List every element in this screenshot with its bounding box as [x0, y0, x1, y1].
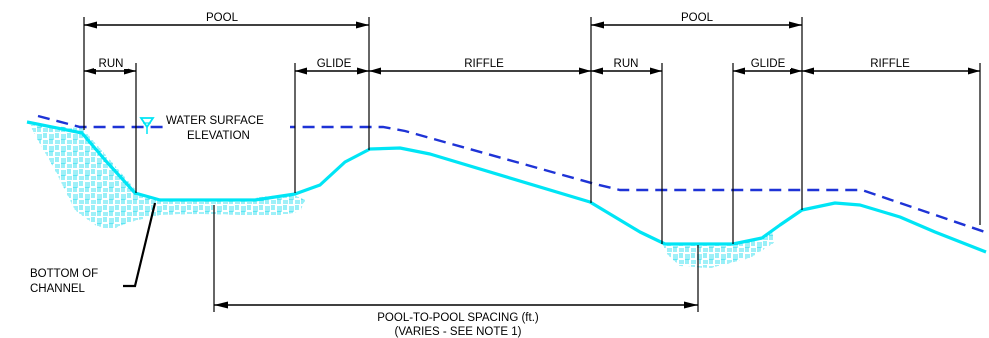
glide-2-label: GLIDE	[751, 58, 786, 70]
spacing-label-line1: POOL-TO-POOL SPACING (ft.)	[377, 312, 539, 324]
pool-2-label: POOL	[681, 12, 714, 24]
bottom-of-channel-label-line2: CHANNEL	[30, 283, 86, 295]
run-2-label: RUN	[614, 58, 639, 70]
spacing-label-line2: (VARIES - SEE NOTE 1)	[395, 326, 522, 338]
water-surface-label-line1: WATER SURFACE	[166, 115, 264, 127]
glide-1-label: GLIDE	[317, 58, 352, 70]
pool-1-dimension: POOL	[84, 10, 369, 29]
pool-to-pool-spacing-dimension: POOL-TO-POOL SPACING (ft.) (VARIES - SEE…	[214, 301, 698, 338]
pool-2-dimension: POOL	[591, 10, 802, 29]
riffle-1-label: RIFFLE	[464, 58, 504, 70]
water-surface-marker: WATER SURFACE ELEVATION	[139, 113, 290, 143]
bottom-of-channel-label-line1: BOTTOM OF	[30, 268, 98, 280]
water-surface-label-line2: ELEVATION	[187, 130, 250, 142]
pool-1-label: POOL	[206, 12, 239, 24]
riffle-2-label: RIFFLE	[870, 58, 910, 70]
extension-lines	[83, 17, 981, 312]
segment-dimensions: RUN GLIDE RIFFLE RUN GLIDE RIFFLE	[84, 55, 980, 75]
channel-bed-line	[26, 120, 987, 254]
water-surface-line	[37, 114, 986, 234]
run-1-label: RUN	[99, 58, 124, 70]
bottom-of-channel-callout: BOTTOM OF CHANNEL	[30, 202, 157, 295]
